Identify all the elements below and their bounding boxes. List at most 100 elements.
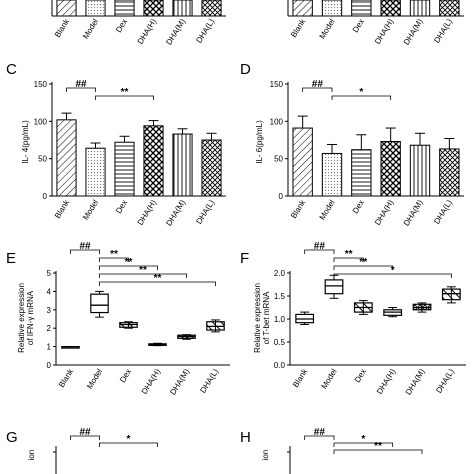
y-tick-label: 0 [43,192,48,201]
y-tick-label: 0.0 [274,361,286,370]
x-category-label-model: Model [81,198,100,221]
panel-letter-h: H [240,429,251,446]
bar-blank [292,127,313,197]
x-category-label-blank: Blank [289,197,308,220]
significance-label: * [359,87,363,98]
bar-model [321,152,343,197]
significance-bracket [333,265,394,270]
x-category-label-dhah: DHA(H) [140,367,163,396]
x-category-label-dham: DHA(M) [164,198,187,228]
significance-bracket [333,442,394,447]
bar-bottom-model [85,0,106,17]
significance-label: ** [125,257,133,268]
panel-b-fragment: Blank Model Dex DHA(H) DHA(M) DHA(L) [287,0,464,47]
panel-a-fragment: Blank Model Dex DHA(H) DHA(M) DHA(L) [51,0,226,47]
bar-dham [172,133,193,197]
x-category-label-dham: DHA(M) [402,198,425,228]
x-category-label-dex: Dex [351,17,366,34]
bar-bottom-blank [292,0,313,17]
x-category-label-dhal: DHA(L) [194,17,216,45]
bar-dex [114,141,135,197]
significance-bracket [66,87,96,92]
significance-bracket [304,435,335,440]
x-category-label-dham: DHA(M) [168,367,191,397]
x-category-label-dex: Dex [114,17,129,34]
significance-bracket [70,249,100,254]
significance-bracket [333,273,452,278]
bar-bottom-dex [351,0,372,17]
significance-bracket [99,257,129,262]
x-category-label-dham: DHA(M) [402,17,425,47]
bar-bottom-dex [114,0,135,17]
panel-letter-f: F [240,250,249,267]
ylabel-e-line1: Relative expression [17,283,26,353]
significance-label: ## [79,241,91,252]
significance-label: ** [121,87,129,98]
significance-label: ## [314,427,326,438]
panel-h-fragment-chart: ##*** [287,427,423,474]
x-category-label-model: Model [85,367,104,390]
significance-bracket [333,257,364,262]
panel-f-chart: 0.0 0.5 1.0 1.5 2.0 Blank Model Dex DHA(H) DHA(M)… [274,241,466,397]
significance-label: ## [314,241,326,252]
y-tick-label: 4 [47,287,52,296]
box-dhal [441,288,461,301]
y-tick-label: 150 [270,80,284,89]
y-tick-label: 0.5 [274,338,286,347]
y-tick-label: 1.0 [274,315,286,324]
ylabel-d: IL- 6(pg/mL) [255,120,264,164]
panel-letter-g: G [6,429,18,446]
bar-bottom-dhah [380,0,401,17]
significance-bracket [99,265,158,270]
significance-bracket [99,442,158,447]
bar-bottom-dham [409,0,431,17]
x-category-label-dham: DHA(M) [164,17,187,47]
x-category-label-blank: Blank [57,366,76,389]
x-category-label-dex: Dex [353,367,368,384]
x-category-label-model: Model [318,198,337,221]
x-category-label-dhal: DHA(L) [198,367,220,395]
significance-label: * [361,434,365,445]
significance-label: ** [345,249,353,260]
significance-label: ## [79,427,91,438]
significance-label: ** [139,265,147,276]
bar-bottom-dhal [439,0,460,17]
box-model [324,279,344,295]
ylabel-f-line2: of T-bet mRNA [262,291,271,344]
x-category-label-dhal: DHA(L) [432,198,454,226]
significance-label: ** [359,257,367,268]
y-tick-label: 1 [47,343,52,352]
significance-label: ** [110,249,118,260]
y-tick-label: 50 [274,155,283,164]
x-category-label-model: Model [81,17,100,40]
bar-dex [351,149,372,197]
panel-letter-e: E [6,250,16,267]
x-category-label-dex: Dex [351,198,366,215]
y-tick-label: 0 [279,192,284,201]
panel-c-chart: 0 50 100 150 Blank Model Dex DHA(H) DHA(M) DHA(L)… [34,79,226,228]
y-tick-label: 100 [270,117,284,126]
bar-dhah [380,140,401,197]
panel-letter-c: C [6,61,17,78]
bar-bottom-blank [56,0,77,17]
ylabel-g-fragment: ion [27,450,36,461]
significance-label: * [127,434,131,445]
x-category-label-dhah: DHA(H) [136,198,159,227]
y-tick-label: 100 [34,117,48,126]
bar-model [85,147,106,197]
significance-bracket [99,273,187,278]
x-category-label-dhah: DHA(H) [375,367,398,396]
bar-dham [409,144,431,197]
bar-blank [56,119,77,197]
significance-bracket [95,95,154,100]
panel-letter-d: D [240,61,251,78]
x-category-label-dhah: DHA(H) [373,17,396,46]
significance-label: * [391,265,395,276]
x-category-label-blank: Blank [53,197,72,220]
significance-label: ## [75,79,87,90]
x-category-label-blank: Blank [289,16,308,39]
ylabel-e-line2: of IFN-γ mRNA [26,290,35,345]
box-model [90,293,109,314]
x-category-label-dhah: DHA(H) [136,17,159,46]
